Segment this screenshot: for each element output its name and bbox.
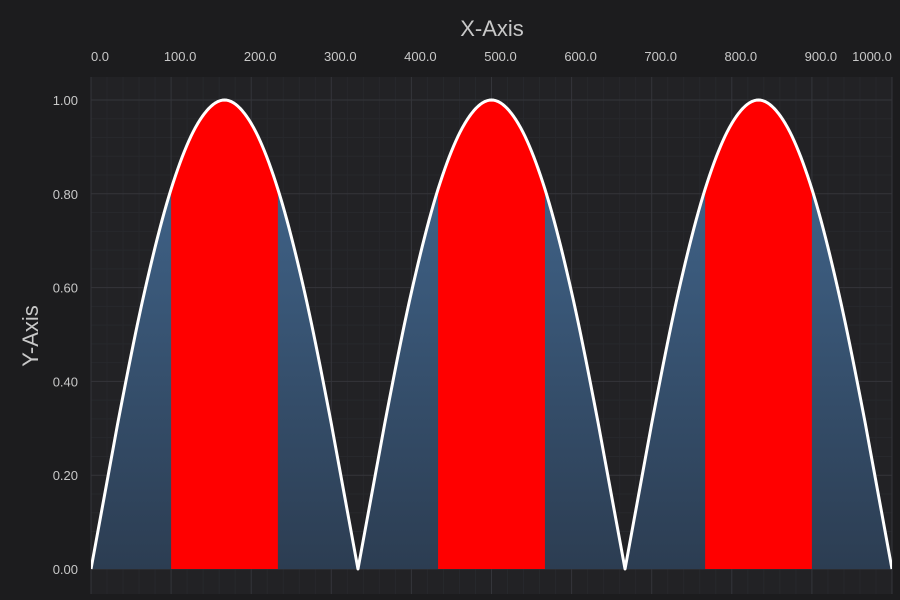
y-tick-label: 0.60: [53, 281, 78, 296]
x-tick-label: 300.0: [324, 49, 357, 64]
y-tick-label: 0.80: [53, 187, 78, 202]
y-tick-label: 0.20: [53, 468, 78, 483]
x-tick-label: 0.0: [91, 49, 109, 64]
y-tick-label: 1.00: [53, 93, 78, 108]
series-line: [91, 98, 892, 571]
x-tick-label: 800.0: [725, 49, 758, 64]
x-tick-label: 700.0: [644, 49, 677, 64]
y-tick-label: 0.00: [53, 562, 78, 577]
y-tick-label: 0.40: [53, 374, 78, 389]
y-axis-title: Y-Axis: [18, 305, 43, 367]
threshold-area-fill: [171, 100, 812, 569]
x-tick-label: 400.0: [404, 49, 437, 64]
x-tick-label: 600.0: [564, 49, 597, 64]
x-tick-label: 200.0: [244, 49, 277, 64]
y-axis-ticks: 0.00 0.20 0.40 0.60 0.80 1.00: [53, 93, 78, 577]
x-axis-ticks: 0.0 100.0 200.0 300.0 400.0 500.0 600.0 700.0 80…: [91, 49, 892, 64]
x-tick-label: 100.0: [164, 49, 197, 64]
x-tick-label: 900.0: [805, 49, 838, 64]
x-axis-title: X-Axis: [460, 16, 524, 41]
x-tick-label: 1000.0: [852, 49, 892, 64]
x-tick-label: 500.0: [484, 49, 517, 64]
